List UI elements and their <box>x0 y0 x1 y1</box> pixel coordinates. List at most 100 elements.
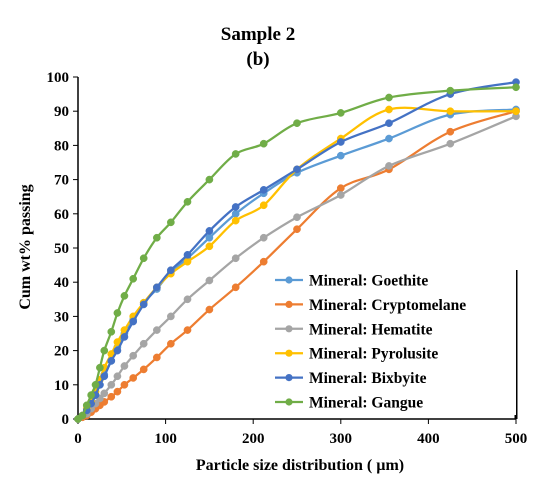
y-tick-label: 70 <box>54 173 69 189</box>
data-point <box>152 233 161 242</box>
legend-background <box>270 265 516 415</box>
data-point <box>100 389 109 398</box>
data-point <box>446 107 455 116</box>
legend-label: Mineral: Bixbyite <box>309 370 427 387</box>
legend-marker <box>285 374 293 382</box>
legend-label: Mineral: Cryptomelane <box>309 297 466 314</box>
x-tick-label: 500 <box>505 431 528 447</box>
y-tick-label: 80 <box>54 138 69 154</box>
x-tick-label: 200 <box>242 431 265 447</box>
data-point <box>183 197 192 206</box>
data-point <box>100 346 109 355</box>
legend-marker <box>285 349 293 357</box>
legend-item: Mineral: Gangue <box>275 395 423 412</box>
data-point <box>129 351 138 360</box>
data-point <box>167 312 175 321</box>
data-point <box>293 225 301 234</box>
chart-subtitle: (b) <box>246 49 269 70</box>
data-point <box>446 86 455 95</box>
x-axis-ticks: 0 100 200 300 400 500 <box>74 419 527 447</box>
data-point <box>183 257 192 266</box>
legend-label: Mineral: Gangue <box>309 395 423 412</box>
y-tick-label: 100 <box>47 70 70 86</box>
data-point <box>446 127 455 136</box>
data-point <box>512 107 520 116</box>
chart-title: Sample 2 <box>221 24 295 45</box>
y-tick-label: 50 <box>54 241 69 257</box>
data-point <box>139 254 148 263</box>
data-point <box>100 372 109 381</box>
data-point <box>120 380 129 389</box>
legend-marker <box>285 325 293 333</box>
data-point <box>205 175 214 184</box>
series-layer <box>74 78 520 423</box>
data-point <box>446 139 455 148</box>
data-point <box>107 357 116 365</box>
y-axis-ticks: 0 10 20 30 40 50 60 70 80 90 100 <box>47 70 78 428</box>
y-tick-label: 40 <box>54 275 69 291</box>
data-point <box>231 283 240 292</box>
data-point <box>87 391 95 399</box>
data-point <box>113 372 122 381</box>
data-point <box>336 109 345 117</box>
legend-item: Mineral: Pyrolusite <box>275 346 438 363</box>
data-point <box>167 218 175 227</box>
data-point <box>385 93 393 102</box>
data-point <box>129 274 138 283</box>
data-point <box>113 309 122 317</box>
data-point <box>139 365 148 374</box>
data-point <box>259 186 268 194</box>
y-tick-label: 10 <box>54 378 69 394</box>
data-point <box>120 333 129 341</box>
data-point <box>385 105 393 114</box>
data-point <box>107 392 116 401</box>
data-point <box>231 209 240 218</box>
data-point <box>259 233 268 242</box>
x-tick-label: 100 <box>154 431 177 447</box>
data-point <box>82 401 91 410</box>
y-tick-label: 90 <box>54 104 69 120</box>
data-point <box>336 151 345 160</box>
data-point <box>139 339 148 348</box>
data-point <box>385 162 393 170</box>
x-axis-label: Particle size distribution ( µm) <box>196 457 404 474</box>
data-point <box>293 165 301 174</box>
x-tick-label: 300 <box>330 431 353 447</box>
data-point <box>107 327 116 336</box>
data-point <box>231 254 240 263</box>
data-point <box>293 119 301 128</box>
data-point <box>205 276 214 285</box>
data-point <box>385 119 393 128</box>
legend-item: Mineral: Cryptomelane <box>275 297 466 314</box>
series-gangue <box>74 83 520 423</box>
data-point <box>129 317 138 326</box>
data-point <box>385 134 393 143</box>
x-tick-label: 0 <box>74 431 82 447</box>
data-point <box>152 353 161 362</box>
data-point <box>167 339 175 348</box>
y-tick-label: 30 <box>54 309 69 325</box>
data-point <box>259 257 268 266</box>
data-point <box>231 216 240 225</box>
data-point <box>96 363 104 372</box>
data-point <box>113 346 122 355</box>
data-point <box>205 233 214 242</box>
data-point <box>152 283 161 292</box>
legend-item: Mineral: Bixbyite <box>275 370 427 387</box>
x-tick-label: 400 <box>417 431 440 447</box>
data-point <box>120 292 129 300</box>
data-point <box>259 201 268 210</box>
y-tick-label: 0 <box>62 412 70 428</box>
data-point <box>231 203 240 211</box>
data-point <box>107 380 116 389</box>
legend-label: Mineral: Pyrolusite <box>309 346 438 363</box>
data-point <box>129 374 138 382</box>
data-point <box>91 380 100 389</box>
data-point <box>293 213 301 222</box>
data-point <box>167 266 175 275</box>
data-point <box>336 138 345 146</box>
data-point <box>152 326 161 334</box>
legend-marker <box>285 398 293 406</box>
data-point <box>120 362 129 370</box>
data-point <box>183 326 192 334</box>
